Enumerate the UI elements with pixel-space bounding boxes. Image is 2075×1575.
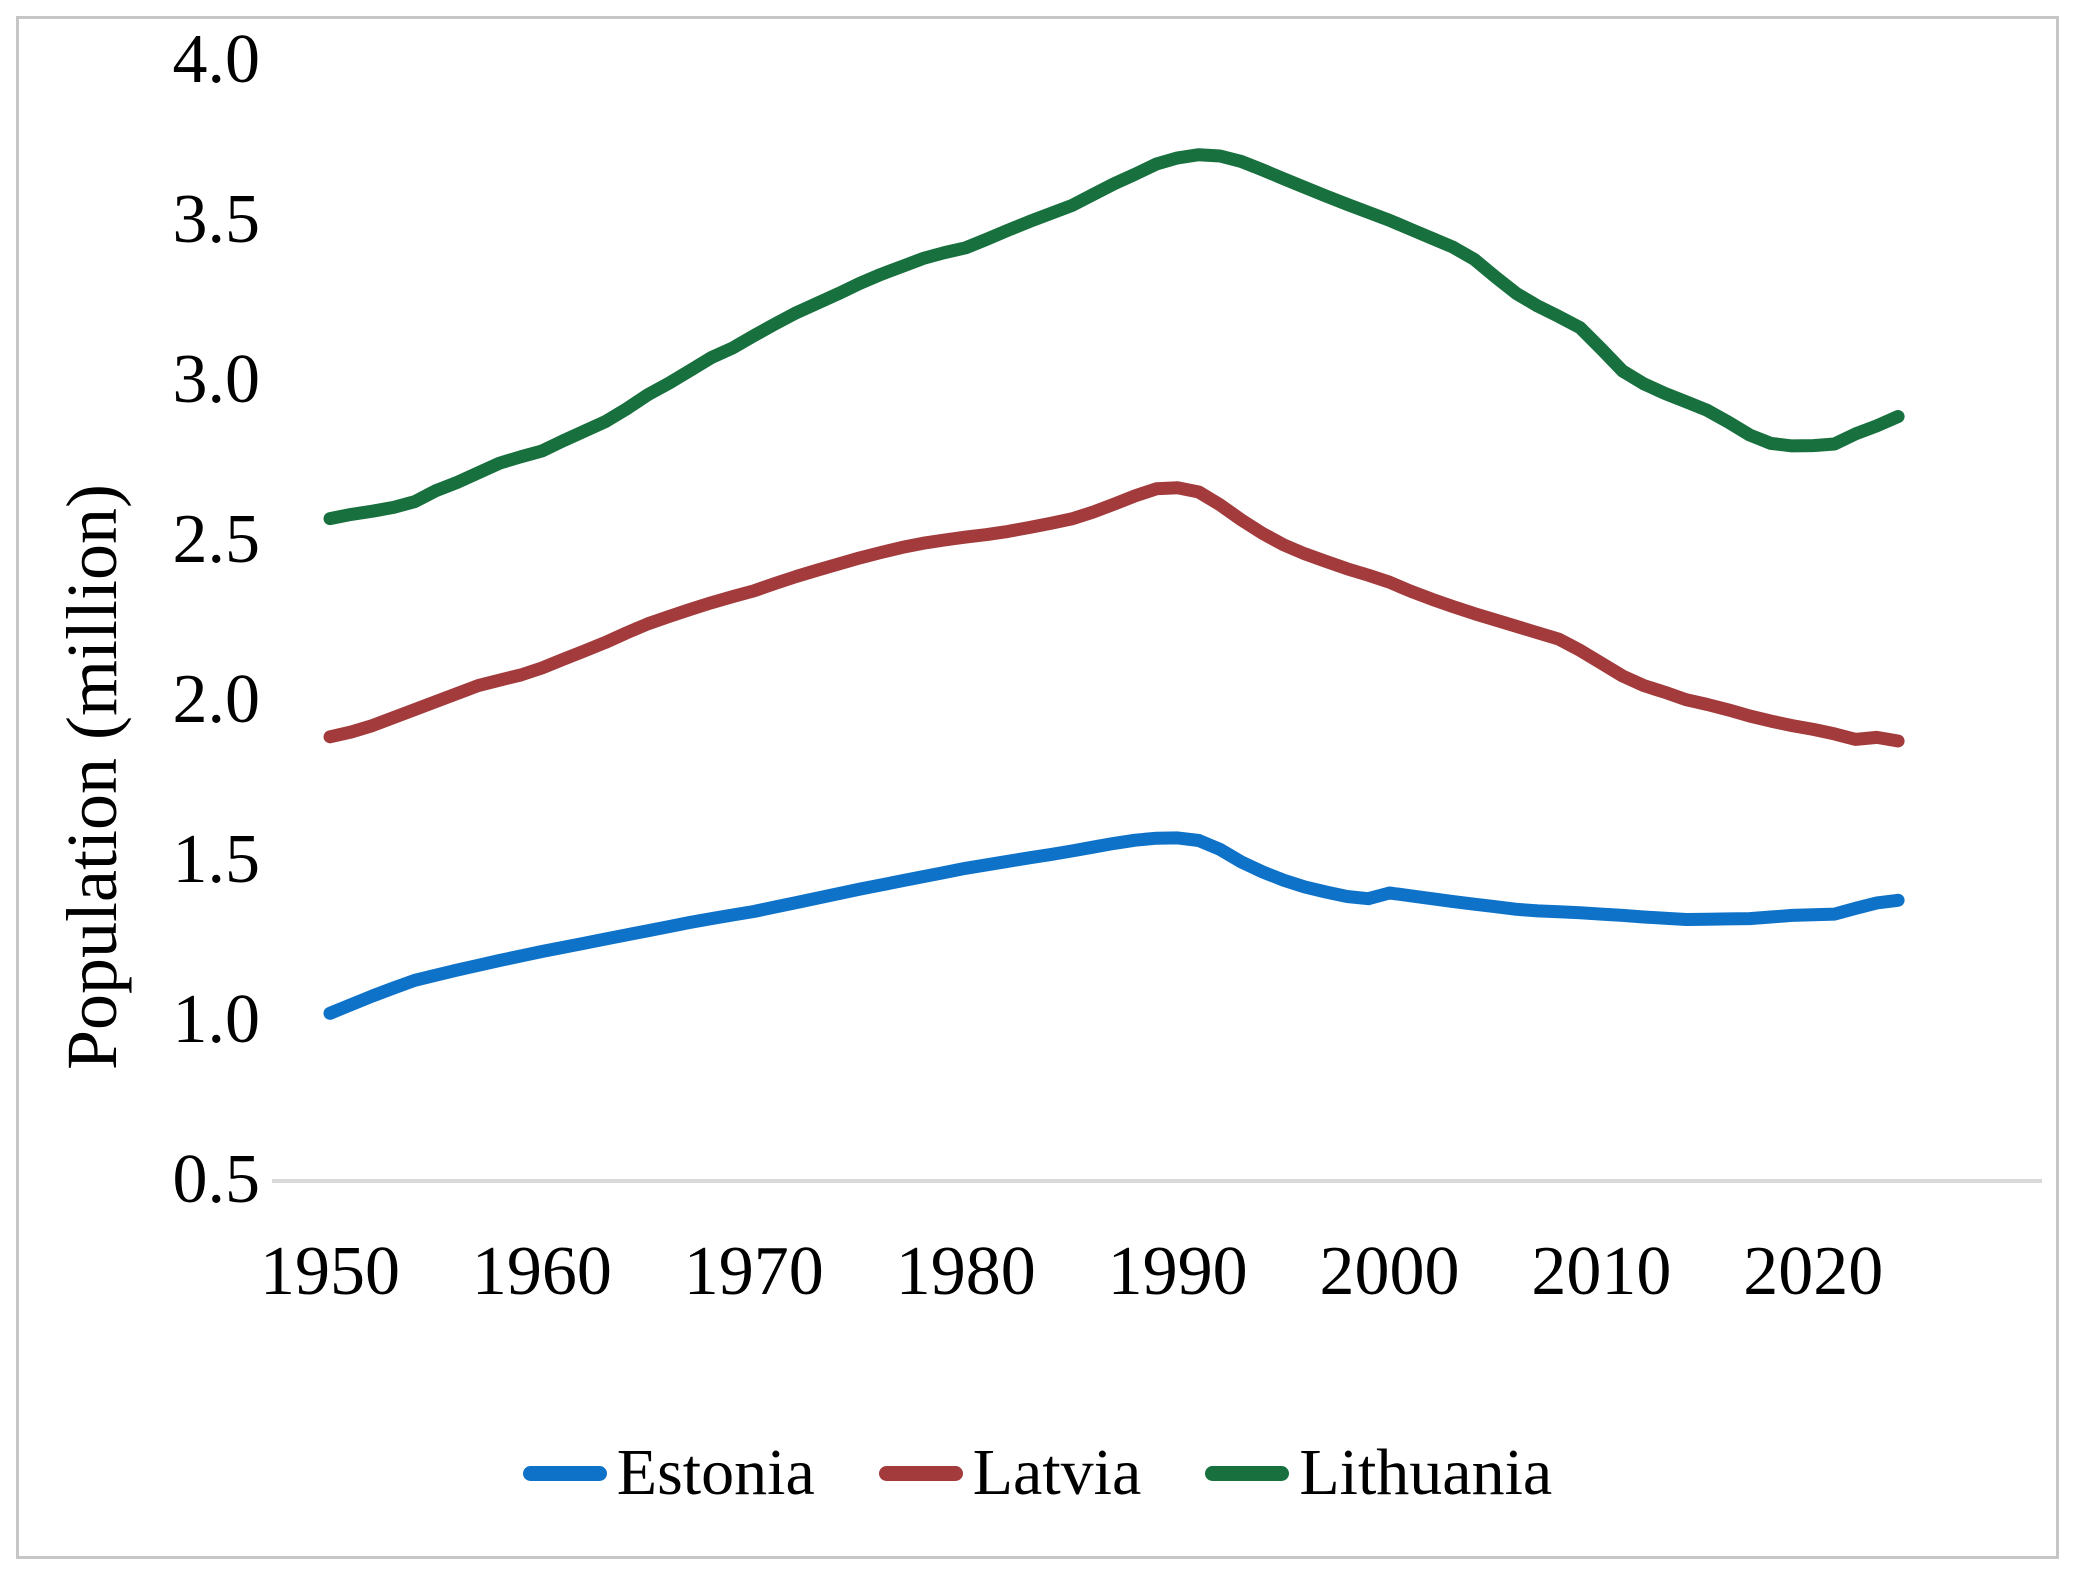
legend-item-estonia: Estonia: [522, 1434, 815, 1512]
estonia-legend-swatch-icon: [522, 1465, 607, 1481]
lithuania-legend-swatch-icon: [1205, 1465, 1290, 1481]
x-tick-label-2020: 2020: [1743, 1233, 1884, 1310]
latvia-line: [323, 481, 1905, 748]
x-tick-label-1960: 1960: [471, 1233, 612, 1310]
y-tick-label-3.5: 3.5: [172, 181, 261, 258]
y-tick-label-2.0: 2.0: [172, 661, 261, 738]
x-tick-label-2000: 2000: [1319, 1233, 1460, 1310]
x-tick-label-1970: 1970: [683, 1233, 824, 1310]
x-tick-label-1950: 1950: [260, 1233, 400, 1310]
series-lines: [323, 148, 1905, 1020]
legend-item-lithuania: Lithuania: [1205, 1434, 1552, 1512]
latvia-legend-swatch-icon: [878, 1465, 963, 1481]
legend: Estonia Latvia Lithuania: [0, 1418, 2075, 1528]
chart-frame-border: [16, 16, 2059, 1559]
y-tick-label-3.0: 3.0: [172, 341, 261, 418]
legend-label-latvia: Latvia: [972, 1436, 1142, 1509]
y-tick-label-4.0: 4.0: [172, 21, 261, 98]
lithuania-line: [323, 148, 1905, 526]
y-tick-label-1.0: 1.0: [172, 981, 261, 1058]
legend-label-lithuania: Lithuania: [1299, 1436, 1553, 1509]
x-tick-label-2010: 2010: [1531, 1233, 1672, 1310]
estonia-line: [323, 831, 1905, 1020]
y-tick-label-2.5: 2.5: [172, 501, 261, 578]
y-tick-label-1.5: 1.5: [172, 821, 261, 898]
x-tick-label-1980: 1980: [895, 1233, 1036, 1310]
legend-label-estonia: Estonia: [616, 1436, 815, 1509]
legend-item-latvia: Latvia: [878, 1434, 1142, 1512]
y-tick-label-0.5: 0.5: [172, 1141, 261, 1218]
x-tick-label-1990: 1990: [1107, 1233, 1248, 1310]
